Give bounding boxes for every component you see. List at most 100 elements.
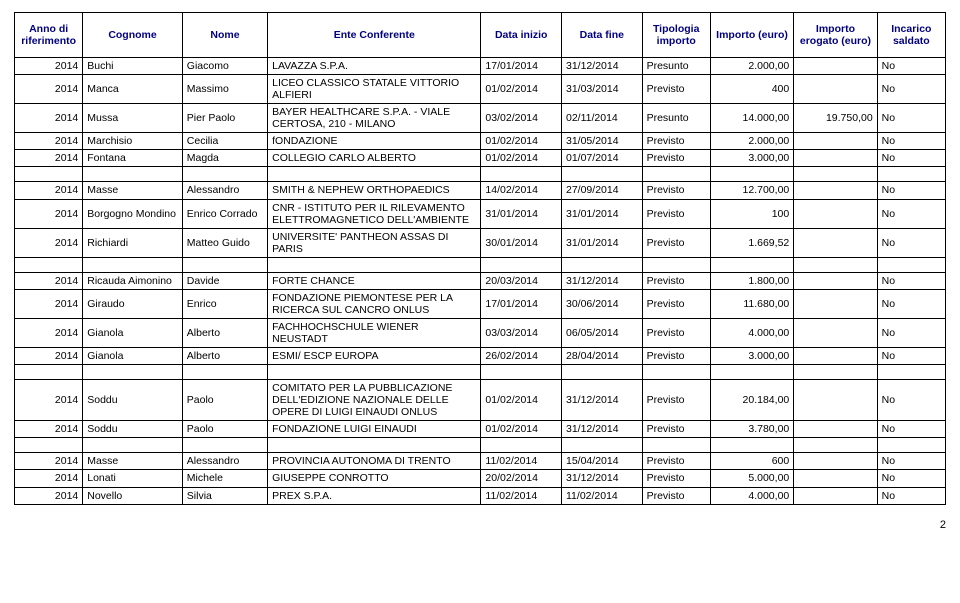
col-inizio: Data inizio	[481, 13, 562, 58]
cell-tip: Previsto	[642, 272, 710, 289]
table-row: 2014MasseAlessandroSMITH & NEPHEW ORTHOP…	[15, 182, 946, 199]
cell-tip: Previsto	[642, 421, 710, 438]
cell-ente: FORTE CHANCE	[268, 272, 481, 289]
cell-anno: 2014	[15, 289, 83, 318]
cell-ente: FONDAZIONE PIEMONTESE PER LA RICERCA SUL…	[268, 289, 481, 318]
cell-erog	[794, 272, 877, 289]
cell-ente: LAVAZZA S.P.A.	[268, 58, 481, 75]
cell-erog	[794, 453, 877, 470]
cell-imp: 600	[710, 453, 793, 470]
cell-imp: 5.000,00	[710, 470, 793, 487]
cell-inizio: 30/01/2014	[481, 228, 562, 257]
cell-nome: Alessandro	[182, 182, 267, 199]
cell-cognome: Lonati	[83, 470, 183, 487]
cell-erog	[794, 289, 877, 318]
cell-imp: 2.000,00	[710, 133, 793, 150]
cell-inizio: 11/02/2014	[481, 453, 562, 470]
cell-nome: Matteo Guido	[182, 228, 267, 257]
cell-nome: Giacomo	[182, 58, 267, 75]
cell-fine: 27/09/2014	[562, 182, 643, 199]
cell-cognome: Fontana	[83, 150, 183, 167]
cell-anno: 2014	[15, 487, 83, 504]
cell-fine: 28/04/2014	[562, 348, 643, 365]
cell-anno: 2014	[15, 58, 83, 75]
cell-tip: Previsto	[642, 318, 710, 347]
cell-imp: 12.700,00	[710, 182, 793, 199]
cell-imp: 400	[710, 75, 793, 104]
cell-tip: Presunto	[642, 58, 710, 75]
cell-fine: 15/04/2014	[562, 453, 643, 470]
cell-sal: No	[877, 470, 945, 487]
cell-nome: Silvia	[182, 487, 267, 504]
cell-imp: 3.000,00	[710, 348, 793, 365]
header-row: Anno di riferimento Cognome Nome Ente Co…	[15, 13, 946, 58]
cell-nome: Davide	[182, 272, 267, 289]
page-number: 2	[14, 505, 946, 531]
cell-erog: 19.750,00	[794, 104, 877, 133]
cell-erog	[794, 318, 877, 347]
cell-cognome: Buchi	[83, 58, 183, 75]
cell-cognome: Ricauda Aimonino	[83, 272, 183, 289]
table-row: 2014GianolaAlbertoESMI/ ESCP EUROPA26/02…	[15, 348, 946, 365]
cell-nome: Paolo	[182, 421, 267, 438]
cell-ente: PROVINCIA AUTONOMA DI TRENTO	[268, 453, 481, 470]
cell-nome: Alberto	[182, 318, 267, 347]
col-anno: Anno di riferimento	[15, 13, 83, 58]
table-row: 2014RichiardiMatteo GuidoUNIVERSITE' PAN…	[15, 228, 946, 257]
cell-anno: 2014	[15, 228, 83, 257]
cell-fine: 31/12/2014	[562, 272, 643, 289]
cell-tip: Previsto	[642, 380, 710, 421]
col-saldato: Incarico saldato	[877, 13, 945, 58]
cell-ente: FONDAZIONE LUIGI EINAUDI	[268, 421, 481, 438]
cell-inizio: 31/01/2014	[481, 199, 562, 228]
cell-sal: No	[877, 75, 945, 104]
cell-sal: No	[877, 150, 945, 167]
cell-tip: Previsto	[642, 199, 710, 228]
cell-fine: 31/05/2014	[562, 133, 643, 150]
cell-inizio: 11/02/2014	[481, 487, 562, 504]
cell-inizio: 01/02/2014	[481, 421, 562, 438]
cell-sal: No	[877, 182, 945, 199]
spacer-row	[15, 167, 946, 182]
cell-anno: 2014	[15, 150, 83, 167]
cell-anno: 2014	[15, 421, 83, 438]
cell-tip: Previsto	[642, 348, 710, 365]
cell-anno: 2014	[15, 272, 83, 289]
table-row: 2014MussaPier PaoloBAYER HEALTHCARE S.P.…	[15, 104, 946, 133]
cell-cognome: Masse	[83, 453, 183, 470]
cell-fine: 02/11/2014	[562, 104, 643, 133]
cell-sal: No	[877, 421, 945, 438]
cell-fine: 11/02/2014	[562, 487, 643, 504]
cell-erog	[794, 133, 877, 150]
cell-fine: 31/12/2014	[562, 470, 643, 487]
cell-erog	[794, 348, 877, 365]
col-erogato: Importo erogato (euro)	[794, 13, 877, 58]
spacer-row	[15, 438, 946, 453]
table-row: 2014MasseAlessandroPROVINCIA AUTONOMA DI…	[15, 453, 946, 470]
spacer-row	[15, 257, 946, 272]
cell-cognome: Richiardi	[83, 228, 183, 257]
cell-fine: 31/03/2014	[562, 75, 643, 104]
cell-cognome: Novello	[83, 487, 183, 504]
cell-inizio: 01/02/2014	[481, 133, 562, 150]
cell-cognome: Manca	[83, 75, 183, 104]
cell-erog	[794, 470, 877, 487]
cell-sal: No	[877, 348, 945, 365]
cell-inizio: 20/02/2014	[481, 470, 562, 487]
cell-fine: 30/06/2014	[562, 289, 643, 318]
cell-imp: 4.000,00	[710, 318, 793, 347]
cell-ente: BAYER HEALTHCARE S.P.A. - VIALE CERTOSA,…	[268, 104, 481, 133]
cell-nome: Pier Paolo	[182, 104, 267, 133]
cell-erog	[794, 75, 877, 104]
cell-tip: Previsto	[642, 182, 710, 199]
cell-imp: 1.800,00	[710, 272, 793, 289]
cell-inizio: 17/01/2014	[481, 58, 562, 75]
col-ente: Ente Conferente	[268, 13, 481, 58]
cell-tip: Previsto	[642, 150, 710, 167]
cell-tip: Presunto	[642, 104, 710, 133]
cell-cognome: Gianola	[83, 348, 183, 365]
cell-erog	[794, 150, 877, 167]
cell-ente: COMITATO PER LA PUBBLICAZIONE DELL'EDIZI…	[268, 380, 481, 421]
cell-sal: No	[877, 272, 945, 289]
cell-ente: UNIVERSITE' PANTHEON ASSAS DI PARIS	[268, 228, 481, 257]
